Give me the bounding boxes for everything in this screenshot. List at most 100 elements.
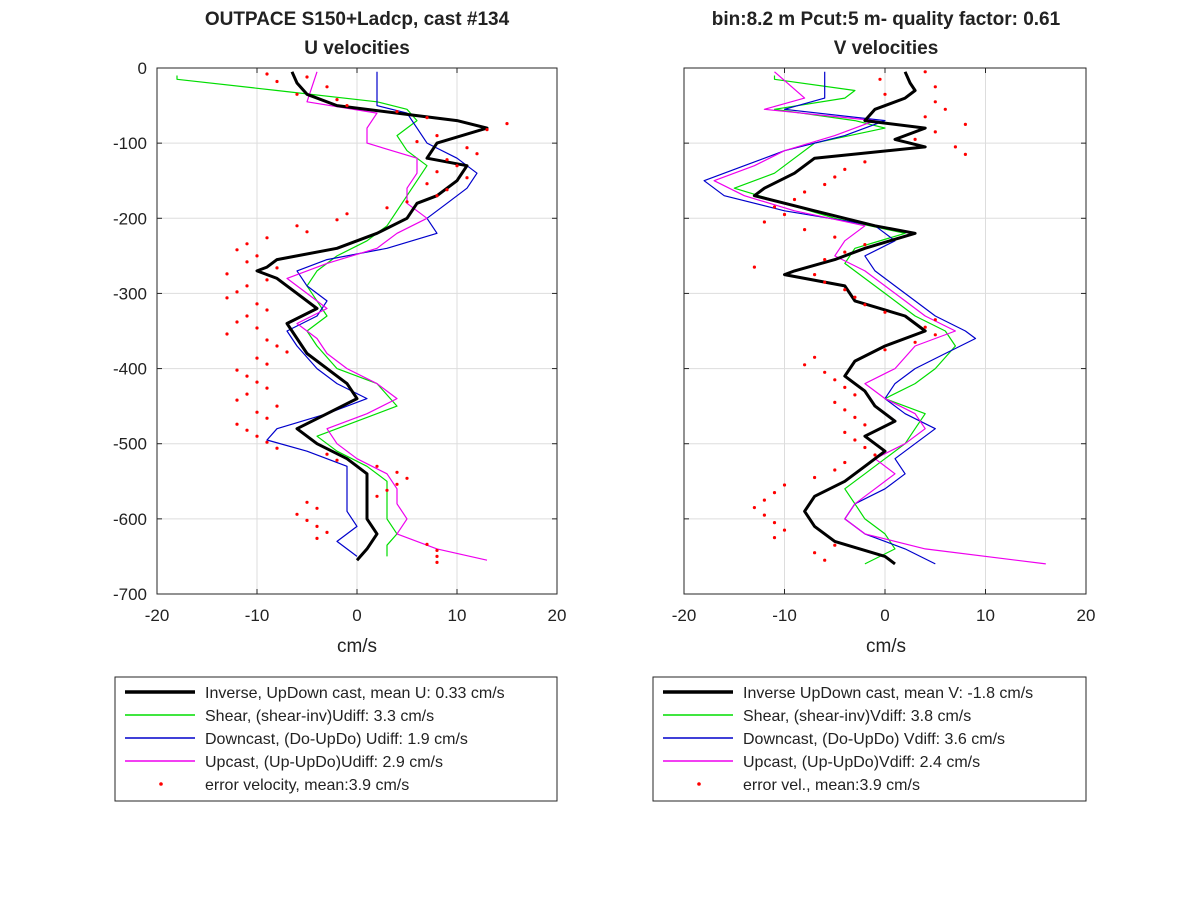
v-legend-shear-label: Shear, (shear-inv)Vdiff: 3.8 cm/s: [743, 708, 971, 725]
u-error-point: [285, 350, 289, 354]
v-error-point: [762, 513, 767, 517]
u-error-point: [375, 494, 379, 498]
u-error-point: [425, 116, 429, 120]
panel-u-legend: Inverse, UpDown cast, mean U: 0.33 cm/s S…: [114, 676, 558, 802]
u-legend-upcast-label: Upcast, (Up-UpDo)Udiff: 2.9 cm/s: [205, 754, 443, 771]
u-error-point: [445, 158, 449, 162]
v-error-point: [833, 378, 837, 382]
u-error-point: [255, 410, 259, 414]
u-error-point: [465, 146, 469, 150]
u-ytick-label: -200: [113, 209, 147, 228]
v-error-point: [833, 175, 837, 179]
v-error-point: [803, 228, 807, 232]
v-error-point: [913, 340, 917, 344]
u-error-point: [455, 164, 459, 168]
v-error-point: [833, 235, 837, 239]
v-error-point: [833, 468, 837, 472]
v-error-point: [863, 160, 867, 164]
panel-u-xlabel: cm/s: [337, 636, 377, 657]
v-series-shear-line: [733, 75, 957, 565]
v-error-point: [913, 137, 917, 141]
u-error-point: [255, 434, 259, 438]
u-error-point: [265, 440, 269, 444]
u-error-point: [255, 356, 259, 360]
v-error-point: [923, 70, 927, 74]
u-error-point: [235, 422, 239, 426]
u-error-point: [245, 392, 249, 396]
u-legend-inverse-label: Inverse, UpDown cast, mean U: 0.33 cm/s: [205, 685, 505, 702]
u-series-downcast-line: [266, 71, 478, 557]
v-error-point: [883, 348, 887, 352]
panel-v-subtitle: V velocities: [834, 38, 939, 59]
u-legend-error-marker: [159, 782, 163, 786]
v-error-point: [782, 212, 787, 217]
v-error-point: [853, 415, 857, 419]
v-error-point: [833, 543, 837, 547]
u-error-point: [255, 326, 259, 330]
v-error-point: [923, 115, 927, 119]
u-error-point: [265, 386, 269, 390]
u-error-point: [335, 98, 339, 102]
v-error-point: [943, 107, 947, 111]
v-error-point: [782, 483, 787, 487]
panel-u-legend-box: [114, 676, 558, 802]
u-error-point: [245, 314, 249, 318]
u-error-point: [295, 92, 299, 96]
u-xtick-label: 10: [448, 606, 467, 625]
u-ytick-label: 0: [138, 59, 147, 78]
u-error-point: [235, 320, 239, 324]
u-error-point: [235, 398, 239, 402]
u-error-point: [375, 464, 379, 468]
v-legend-error-marker: [697, 782, 701, 786]
panel-v-velocities: bin:8.2 m Pcut:5 m- quality factor: 0.61…: [652, 9, 1095, 802]
u-error-point: [225, 272, 229, 276]
v-error-point: [772, 521, 777, 525]
panel-v-ticks: -20 -10 0 10 20: [672, 67, 1095, 625]
u-error-point: [435, 554, 439, 559]
u-error-point: [235, 248, 239, 252]
v-error-point: [878, 77, 882, 81]
u-error-point: [395, 110, 399, 114]
u-error-point: [265, 278, 269, 282]
v-error-point: [863, 243, 867, 247]
v-series-inverse-line: [752, 71, 927, 566]
panel-u-subtitle: U velocities: [304, 38, 410, 59]
v-error-point: [843, 167, 847, 171]
v-error-point: [772, 491, 777, 495]
u-error-point: [245, 374, 249, 378]
v-error-point: [883, 310, 887, 314]
u-error-point: [265, 236, 269, 240]
v-error-point: [843, 408, 847, 412]
u-xtick-label: -20: [145, 606, 170, 625]
u-error-point: [245, 242, 249, 246]
u-series-group: [176, 71, 509, 565]
v-legend-upcast-label: Upcast, (Up-UpDo)Vdiff: 2.4 cm/s: [743, 754, 980, 771]
v-legend-error-label: error vel., mean:3.9 cm/s: [743, 777, 920, 794]
u-ytick-label: -100: [113, 134, 147, 153]
v-error-point: [853, 438, 857, 442]
v-error-point: [863, 303, 867, 307]
panel-u-title: OUTPACE S150+Ladcp, cast #134: [205, 9, 510, 30]
u-error-point: [225, 296, 229, 300]
v-error-point: [933, 130, 937, 134]
u-error-point: [435, 560, 439, 565]
u-error-point: [315, 536, 319, 541]
u-error-point: [305, 518, 309, 523]
panel-v-plot-area: [703, 70, 1046, 566]
u-error-point: [405, 200, 409, 204]
v-xtick-label: 0: [880, 606, 889, 625]
u-error-point: [245, 284, 249, 288]
u-error-point: [305, 500, 309, 504]
u-error-point: [265, 338, 269, 342]
u-error-point: [345, 104, 349, 108]
v-error-point: [933, 318, 937, 322]
u-error-point: [485, 128, 489, 132]
v-error-point: [933, 333, 937, 337]
u-error-point: [435, 548, 439, 553]
u-error-point: [225, 332, 229, 336]
v-error-point: [823, 258, 827, 262]
v-series-group: [703, 70, 1046, 566]
v-error-point: [762, 498, 767, 502]
u-error-point: [255, 254, 259, 258]
v-error-point: [963, 122, 968, 126]
